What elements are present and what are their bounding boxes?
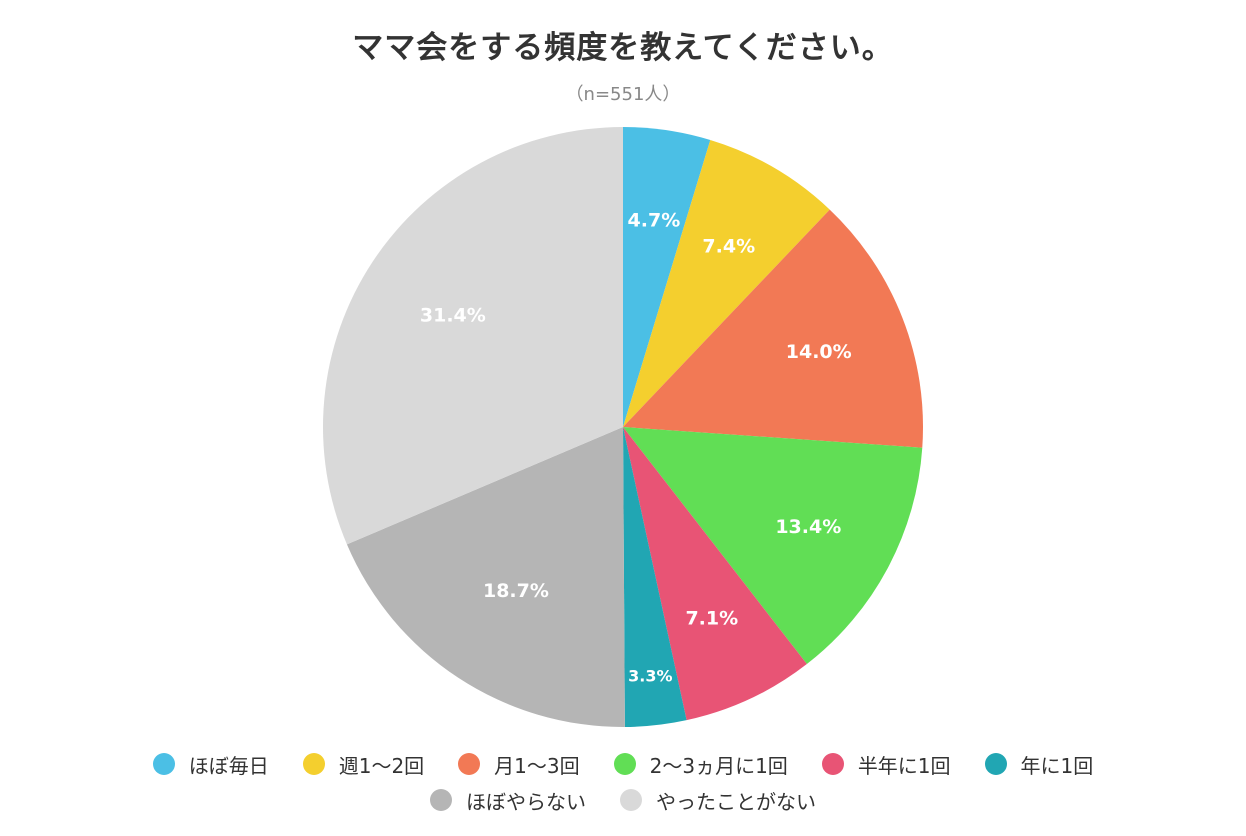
pie-slice bbox=[346, 427, 625, 727]
pie-slice bbox=[323, 127, 623, 545]
legend-label: 2〜3ヵ月に1回 bbox=[649, 753, 788, 778]
legend-label: 半年に1回 bbox=[857, 753, 951, 778]
chart-subtitle: （n=551人） bbox=[565, 84, 681, 105]
legend-item-weekly[interactable]: 週1〜2回 bbox=[302, 750, 425, 779]
slice-value-label: 7.4% bbox=[702, 236, 755, 258]
chart-title: ママ会をする頻度を教えてください。 bbox=[352, 30, 894, 66]
slice-value-label: 14.0% bbox=[786, 341, 852, 363]
pie-slice bbox=[623, 127, 711, 427]
legend-row-2: ほぼやらない やったことがない bbox=[0, 782, 1246, 818]
legend-label: ほぼ毎日 bbox=[188, 753, 269, 778]
pie-slice bbox=[623, 209, 924, 448]
legend-label: 週1〜2回 bbox=[338, 753, 425, 778]
legend-swatch bbox=[302, 753, 325, 775]
legend-item-bimonthly[interactable]: 2〜3ヵ月に1回 bbox=[613, 750, 788, 779]
legend-swatch bbox=[821, 753, 844, 775]
legend-row-1: ほぼ毎日 週1〜2回 月1〜3回 2〜3ヵ月に1回 半年に1回 年に1回 bbox=[0, 746, 1246, 782]
slice-value-label: 31.4% bbox=[420, 304, 486, 326]
legend-swatch bbox=[620, 789, 642, 811]
legend-swatch bbox=[458, 753, 481, 775]
legend-item-never[interactable]: やったことがない bbox=[620, 786, 816, 815]
legend-item-rarely[interactable]: ほぼやらない bbox=[430, 786, 586, 815]
legend-swatch bbox=[430, 789, 452, 811]
legend-item-monthly[interactable]: 月1〜3回 bbox=[458, 750, 580, 779]
pie-slice bbox=[623, 427, 923, 665]
legend-swatch bbox=[152, 753, 175, 775]
chart-legend: ほぼ毎日 週1〜2回 月1〜3回 2〜3ヵ月に1回 半年に1回 年に1回 ほぼや… bbox=[0, 746, 1246, 818]
legend-swatch bbox=[613, 753, 636, 775]
legend-item-everyday[interactable]: ほぼ毎日 bbox=[152, 750, 269, 779]
legend-swatch bbox=[984, 753, 1007, 775]
pie-slice bbox=[623, 427, 687, 727]
legend-label: ほぼやらない bbox=[466, 789, 586, 814]
legend-label: 月1〜3回 bbox=[494, 753, 580, 778]
pie-slice bbox=[623, 139, 830, 427]
legend-item-yearly[interactable]: 年に1回 bbox=[984, 750, 1094, 779]
slice-value-label: 13.4% bbox=[775, 516, 841, 538]
legend-label: 年に1回 bbox=[1020, 753, 1094, 778]
slice-value-label: 7.1% bbox=[685, 607, 738, 629]
slice-value-label: 18.7% bbox=[483, 580, 549, 602]
pie-slice bbox=[623, 427, 807, 721]
slice-value-label: 3.3% bbox=[628, 666, 672, 685]
legend-item-half-yearly[interactable]: 半年に1回 bbox=[821, 750, 951, 779]
legend-label: やったことがない bbox=[656, 789, 816, 814]
slice-value-label: 4.7% bbox=[628, 209, 681, 231]
